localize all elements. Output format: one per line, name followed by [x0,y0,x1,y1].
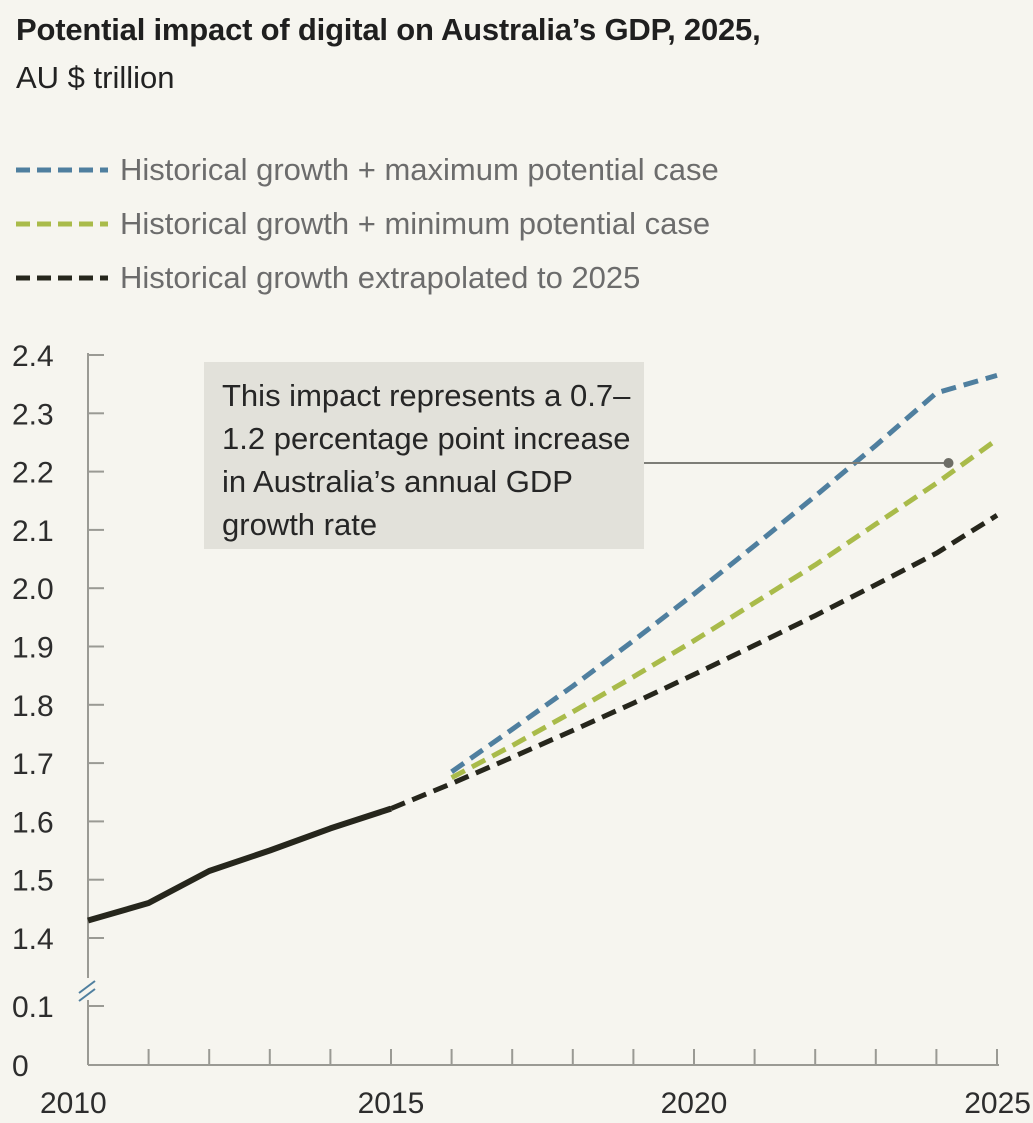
y-tick-label: 2.0 [12,573,54,606]
x-tick-label: 2025 [964,1087,1031,1120]
legend-label-min: Historical growth + minimum potential ca… [120,206,711,241]
legend-label-extrapolated: Historical growth extrapolated to 2025 [120,260,641,295]
chart-subtitle: AU $ trillion [16,60,175,95]
series-line-historical-growth-minimum-potential-case [450,437,999,780]
x-tick-label: 2020 [661,1087,728,1120]
annotation-leader [644,458,954,468]
legend: Historical growth + maximum potential ca… [16,143,719,305]
chart-title: Potential impact of digital on Australia… [16,12,761,47]
axis-break-icon [78,980,96,1002]
series-line-historical-growth-maximum-potential-case [450,372,998,774]
y-tick-label: 2.3 [12,398,54,431]
y-tick-label: 0.1 [12,991,54,1024]
y-tick-label: 2.4 [12,340,54,373]
y-tick-label: 1.5 [12,865,54,898]
legend-item-max: Historical growth + maximum potential ca… [16,143,719,197]
y-tick-label: 2.1 [12,515,54,548]
x-tick-label: 2015 [358,1087,425,1120]
y-tick-label: 1.8 [12,690,54,723]
chart-axes: 0 0.1 1.4 1.5 1.6 1.7 1.8 1.9 2.0 2.1 2.2 2.3 2.4 201… [12,340,1031,1120]
series-line-historical [87,805,392,924]
legend-swatch-extrapolated [16,275,108,281]
annotation-text: This impact represents a 0.7–1.2 percent… [222,378,631,542]
y-tick-label: 2.2 [12,457,54,490]
y-tick-label: 1.7 [12,748,54,781]
y-tick-label: 1.9 [12,632,54,665]
annotation-callout: This impact represents a 0.7–1.2 percent… [204,362,644,549]
annotation-dot [943,458,954,468]
y-tick-label: 1.4 [12,923,54,956]
y-tick-label: 1.6 [12,806,54,839]
chart-series [87,372,999,924]
legend-swatch-min [16,221,108,227]
legend-item-min: Historical growth + minimum potential ca… [16,197,719,251]
x-tick-label: 2010 [40,1087,107,1120]
legend-swatch-max [16,167,108,173]
series-line-historical-growth-extrapolated-to-2025 [390,513,999,811]
legend-label-max: Historical growth + maximum potential ca… [120,152,719,187]
y-tick-label: 0 [12,1050,29,1083]
legend-item-extrapolated: Historical growth extrapolated to 2025 [16,251,719,305]
